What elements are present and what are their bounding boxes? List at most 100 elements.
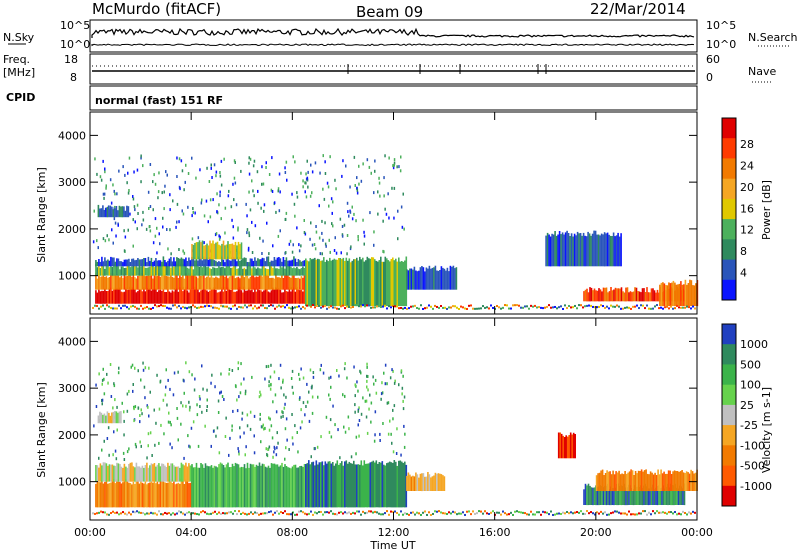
ground-scatter-point: [294, 513, 296, 516]
scatter-point: [389, 419, 391, 423]
band-column: [584, 289, 587, 302]
ground-scatter-point: [194, 305, 196, 308]
scatter-point: [112, 241, 114, 245]
scatter-point: [328, 376, 330, 380]
band-column: [587, 483, 590, 506]
band-column: [270, 277, 273, 290]
scatter-point: [237, 367, 239, 371]
band-column: [363, 460, 366, 508]
scatter-point: [302, 179, 304, 183]
noise-sky-trace: [91, 27, 695, 38]
band-column: [243, 286, 246, 304]
ground-scatter-point: [92, 306, 94, 309]
band-column: [266, 256, 268, 267]
band-column: [401, 461, 403, 508]
band-column: [380, 462, 382, 508]
scatter-point: [275, 453, 278, 457]
ground-scatter-point: [542, 307, 544, 310]
band-column: [177, 291, 180, 304]
band-column: [677, 284, 679, 306]
scatter-point: [188, 408, 191, 412]
scatter-point: [373, 439, 376, 443]
band-column: [98, 265, 100, 276]
scatter-point: [396, 165, 398, 169]
scatter-point: [277, 234, 280, 238]
band-column: [224, 268, 226, 276]
band-column: [293, 464, 295, 508]
scatter-point: [101, 398, 104, 402]
band-column: [275, 287, 277, 304]
band-column: [186, 290, 189, 304]
scatter-point: [219, 235, 221, 239]
scatter-point: [271, 436, 274, 440]
scatter-point: [219, 174, 222, 178]
scatter-point: [253, 451, 256, 455]
ground-scatter-point: [462, 511, 464, 514]
band-column: [170, 463, 172, 482]
scatter-point: [391, 368, 393, 372]
scatter-point: [266, 453, 268, 456]
ground-scatter-point: [138, 511, 140, 514]
band-column: [174, 272, 177, 290]
ground-scatter-point: [608, 307, 610, 310]
ground-scatter-point: [228, 307, 230, 310]
scatter-point: [341, 234, 344, 238]
band-column: [270, 266, 273, 276]
band-column: [177, 258, 180, 267]
ground-scatter-point: [478, 307, 480, 310]
scatter-point: [161, 191, 163, 195]
band-column: [608, 489, 611, 506]
scatter-point: [296, 195, 299, 199]
band-column: [273, 263, 276, 276]
scatter-point: [183, 456, 185, 460]
ground-scatter-point: [570, 306, 572, 309]
scatter-point: [98, 456, 100, 460]
band-column: [587, 231, 589, 267]
band-column: [342, 465, 345, 508]
band-column: [101, 276, 103, 290]
band-column: [123, 268, 126, 276]
band-column: [285, 257, 288, 267]
band-column: [108, 260, 111, 267]
scatter-point: [368, 165, 371, 169]
ground-scatter-point: [280, 305, 282, 308]
band-column: [194, 467, 196, 508]
band-column: [655, 292, 657, 302]
band-column: [623, 483, 626, 506]
band-column: [674, 483, 677, 505]
scatter-point: [110, 395, 113, 398]
scatter-point: [398, 165, 400, 169]
band-column: [161, 481, 163, 508]
band-column: [168, 258, 171, 267]
band-column: [213, 243, 216, 260]
band-column: [604, 287, 606, 302]
band-column: [636, 473, 638, 491]
band-column: [320, 260, 322, 306]
band-column: [333, 258, 336, 307]
noise-tick-top-left: 10^5: [60, 19, 90, 32]
band-column: [182, 464, 184, 482]
ground-scatter-point: [646, 513, 648, 516]
scatter-point: [378, 181, 381, 185]
band-column: [279, 465, 282, 508]
scatter-point: [164, 393, 167, 397]
scatter-point: [346, 201, 349, 205]
colorbar-tick-label: 8: [740, 245, 747, 258]
band-column: [645, 469, 647, 492]
scatter-point: [132, 383, 134, 386]
band-column: [263, 265, 265, 276]
band-column: [566, 230, 568, 267]
ground-scatter-point: [214, 510, 216, 513]
scatter-point: [216, 426, 219, 430]
scatter-point: [201, 198, 203, 202]
band-column: [122, 266, 124, 276]
ground-scatter-point: [588, 304, 590, 307]
ground-scatter-point: [358, 510, 360, 513]
scatter-point: [245, 202, 247, 206]
scatter-point: [173, 371, 176, 375]
band-column: [182, 275, 184, 290]
band-column: [628, 484, 630, 505]
band-column: [311, 259, 313, 307]
scatter-point: [185, 163, 187, 167]
